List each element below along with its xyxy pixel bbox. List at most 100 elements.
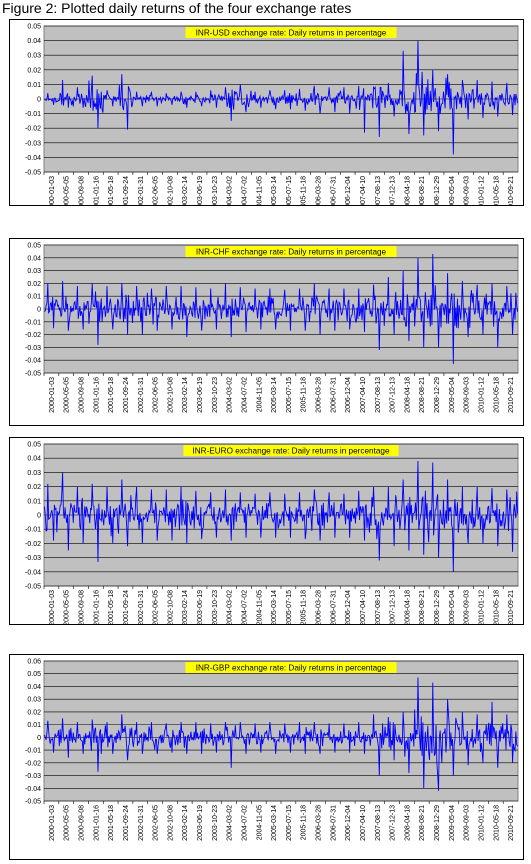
chart-title-box bbox=[185, 246, 397, 257]
y-tick-label: 0 bbox=[37, 97, 41, 104]
y-tick-label: -0.03 bbox=[25, 555, 41, 562]
x-tick-label: 2005-07-15 bbox=[286, 377, 293, 413]
y-tick-label: 0.02 bbox=[27, 484, 41, 491]
y-tick-label: 0.03 bbox=[27, 268, 41, 275]
x-tick-label: 2005-03-14 bbox=[271, 805, 278, 841]
y-tick-label: -0.04 bbox=[25, 358, 41, 365]
x-tick-label: 2007-08-13 bbox=[375, 176, 382, 205]
chart-title: INR-GBP exchange rate: Daily returns in … bbox=[196, 664, 387, 673]
y-tick-label: 0.02 bbox=[27, 67, 41, 74]
chart-inr-gbp: 0.06 0.05 0.04 0.03 0.02 0.01 0 -0.01 -0.02 -0.03… bbox=[9, 654, 524, 860]
x-tick-label: 2004-07-02 bbox=[241, 805, 248, 841]
x-tick-label: 2002-06-05 bbox=[153, 805, 160, 841]
x-tick-label: 2002-01-31 bbox=[138, 805, 145, 841]
x-tick-label: 2002-01-31 bbox=[138, 590, 145, 624]
x-tick-label: 2000-05-05 bbox=[64, 805, 71, 841]
x-tick-label: 2010-05-18 bbox=[493, 590, 500, 624]
x-tick-label: 2009-09-03 bbox=[464, 176, 471, 205]
x-tick-label: 2008-04-18 bbox=[404, 176, 411, 205]
x-tick-label: 2008-04-18 bbox=[404, 590, 411, 624]
x-tick-label: 2005-11-18 bbox=[301, 176, 308, 205]
y-tick-label: -0.01 bbox=[25, 111, 41, 118]
x-tick-label: 2007-08-13 bbox=[375, 590, 382, 624]
x-tick-label: 2000-01-03 bbox=[49, 377, 56, 413]
x-tick-label: 2006-07-31 bbox=[330, 176, 337, 205]
chart-svg: 0.05 0.04 0.03 0.02 0.01 0 -0.01 -0.02 -0.03 -0.0… bbox=[25, 442, 519, 624]
x-tick-label: 2010-09-21 bbox=[508, 377, 515, 413]
x-tick-label: 2007-04-10 bbox=[360, 805, 367, 841]
x-tick-label: 2005-07-15 bbox=[286, 176, 293, 205]
x-tick-label: 2003-10-23 bbox=[212, 590, 219, 624]
x-tick-label: 2002-10-08 bbox=[167, 176, 174, 205]
x-tick-label: 2004-11-05 bbox=[256, 590, 263, 624]
x-tick-label: 2003-02-14 bbox=[182, 805, 189, 841]
x-tick-label: 2001-01-16 bbox=[93, 805, 100, 841]
x-tick-label: 2007-12-13 bbox=[390, 176, 397, 205]
chart-title: INR-CHF exchange rate: Daily returns in … bbox=[196, 248, 387, 257]
y-tick-label: 0.02 bbox=[27, 709, 41, 716]
chart-title-box bbox=[183, 445, 399, 456]
x-tick-label: 2007-04-10 bbox=[360, 590, 367, 624]
x-tick-label: 2010-01-12 bbox=[478, 805, 485, 841]
x-tick-label: 2009-09-03 bbox=[464, 377, 471, 413]
x-tick-label: 2004-07-02 bbox=[241, 176, 248, 205]
chart-inr-chf: 0.05 0.04 0.03 0.02 0.01 0 -0.01 -0.02 -0.03 -0.0… bbox=[9, 238, 524, 426]
x-tick-label: 2007-04-10 bbox=[360, 176, 367, 205]
y-tick-label: -0.02 bbox=[25, 126, 41, 133]
y-tick-label: -0.05 bbox=[25, 584, 41, 591]
x-tick-label: 2005-03-14 bbox=[271, 176, 278, 205]
x-tick-label: 2000-09-08 bbox=[79, 590, 86, 624]
x-tick-label: 2000-09-08 bbox=[79, 176, 86, 205]
x-tick-label: 2003-06-19 bbox=[197, 176, 204, 205]
x-tick-label: 2008-12-29 bbox=[434, 377, 441, 413]
chart-svg: 0.05 0.04 0.03 0.02 0.01 0 -0.01 -0.02 -0.03 -0.0… bbox=[25, 243, 519, 413]
x-tick-label: 2006-07-31 bbox=[330, 377, 337, 413]
x-tick-label: 2005-07-15 bbox=[286, 590, 293, 624]
x-tick-label: 2004-07-02 bbox=[241, 590, 248, 624]
x-tick-label: 2001-05-18 bbox=[108, 176, 115, 205]
x-tick-label: 2007-08-13 bbox=[375, 377, 382, 413]
x-tick-label: 2002-06-05 bbox=[153, 377, 160, 413]
x-tick-label: 2002-06-05 bbox=[153, 590, 160, 624]
x-tick-label: 2000-05-05 bbox=[64, 176, 71, 205]
y-tick-label: 0.05 bbox=[27, 671, 41, 678]
y-tick-label: 0 bbox=[37, 735, 41, 742]
y-tick-label: 0.01 bbox=[27, 722, 41, 729]
x-tick-label: 2004-07-02 bbox=[241, 377, 248, 413]
y-tick-label: -0.01 bbox=[25, 748, 41, 755]
y-tick-label: 0.04 bbox=[27, 255, 41, 262]
y-tick-label: -0.03 bbox=[25, 140, 41, 147]
x-tick-label: 2000-09-08 bbox=[79, 377, 86, 413]
x-tick-label: 2010-09-21 bbox=[508, 590, 515, 624]
y-tick-label: 0.03 bbox=[27, 53, 41, 60]
x-tick-label: 2005-07-15 bbox=[286, 805, 293, 841]
y-tick-label: 0.04 bbox=[27, 38, 41, 45]
x-tick-label: 2002-01-31 bbox=[138, 377, 145, 413]
x-tick-label: 2003-06-19 bbox=[197, 377, 204, 413]
x-tick-label: 2000-09-08 bbox=[79, 805, 86, 841]
x-tick-label: 2001-05-18 bbox=[108, 805, 115, 841]
x-tick-label: 2007-12-13 bbox=[390, 377, 397, 413]
y-tick-label: 0.05 bbox=[27, 24, 41, 31]
x-tick-label: 2010-05-18 bbox=[493, 805, 500, 841]
y-tick-label: -0.04 bbox=[25, 155, 41, 162]
chart-title: INR-EURO exchange rate: Daily returns in… bbox=[192, 447, 389, 456]
chart-svg: 0.06 0.05 0.04 0.03 0.02 0.01 0 -0.01 -0.02 -0.03… bbox=[25, 659, 519, 841]
chart-svg: 0.05 0.04 0.03 0.02 0.01 0 -0.01 -0.02 -0.03 -0.0… bbox=[25, 24, 519, 205]
chart-inr-euro: 0.05 0.04 0.03 0.02 0.01 0 -0.01 -0.02 -0.03 -0.0… bbox=[9, 437, 524, 625]
y-tick-label: -0.05 bbox=[25, 170, 41, 177]
x-tick-label: 2004-03-02 bbox=[227, 590, 234, 624]
x-tick-label: 2002-01-31 bbox=[138, 176, 145, 205]
x-tick-label: 2004-03-02 bbox=[227, 377, 234, 413]
y-tick-label: 0.04 bbox=[27, 456, 41, 463]
chart-inr-usd: 0.05 0.04 0.03 0.02 0.01 0 -0.01 -0.02 -0.03 -0.0… bbox=[9, 19, 524, 206]
series-line bbox=[44, 677, 518, 791]
x-tick-label: 2006-12-04 bbox=[345, 377, 352, 413]
x-tick-label: 2000-05-05 bbox=[64, 377, 71, 413]
y-tick-label: -0.04 bbox=[25, 786, 41, 793]
x-tick-label: 2004-11-05 bbox=[256, 176, 263, 205]
figure-title: Figure 2: Plotted daily returns of the f… bbox=[2, 0, 352, 16]
x-tick-label: 2006-12-04 bbox=[345, 590, 352, 624]
x-tick-label: 2004-03-02 bbox=[227, 176, 234, 205]
x-tick-label: 2010-01-12 bbox=[478, 176, 485, 205]
